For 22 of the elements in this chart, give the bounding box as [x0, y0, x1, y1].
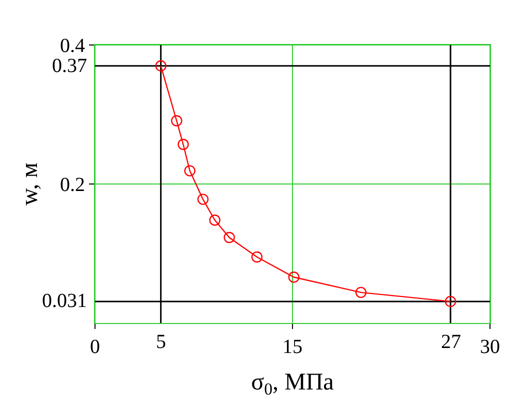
x-tick-label: 0: [90, 336, 100, 358]
point: [288, 272, 300, 283]
point: [444, 296, 456, 308]
point: [197, 194, 209, 205]
point: [171, 115, 182, 126]
x-axis-title: σ$_{0}$, МПа: [251, 369, 334, 398]
point: [355, 286, 367, 298]
y-tick-label: 0.2: [60, 174, 85, 196]
point: [251, 251, 263, 263]
ref-line-label: 27: [441, 331, 461, 353]
point: [155, 60, 166, 72]
ref-line-label: 5: [156, 331, 166, 353]
x-tick-label: 15: [282, 336, 302, 358]
x-tick-label: 30: [480, 336, 500, 358]
y-axis-title: w, м: [17, 162, 44, 206]
ref-line-label: 0.031: [42, 290, 87, 312]
y-tick-label: 0.4: [60, 35, 85, 57]
point: [178, 138, 189, 150]
point: [209, 214, 220, 226]
ref-line-label: 0.37: [52, 55, 87, 77]
point: [184, 165, 196, 176]
point: [224, 232, 235, 244]
